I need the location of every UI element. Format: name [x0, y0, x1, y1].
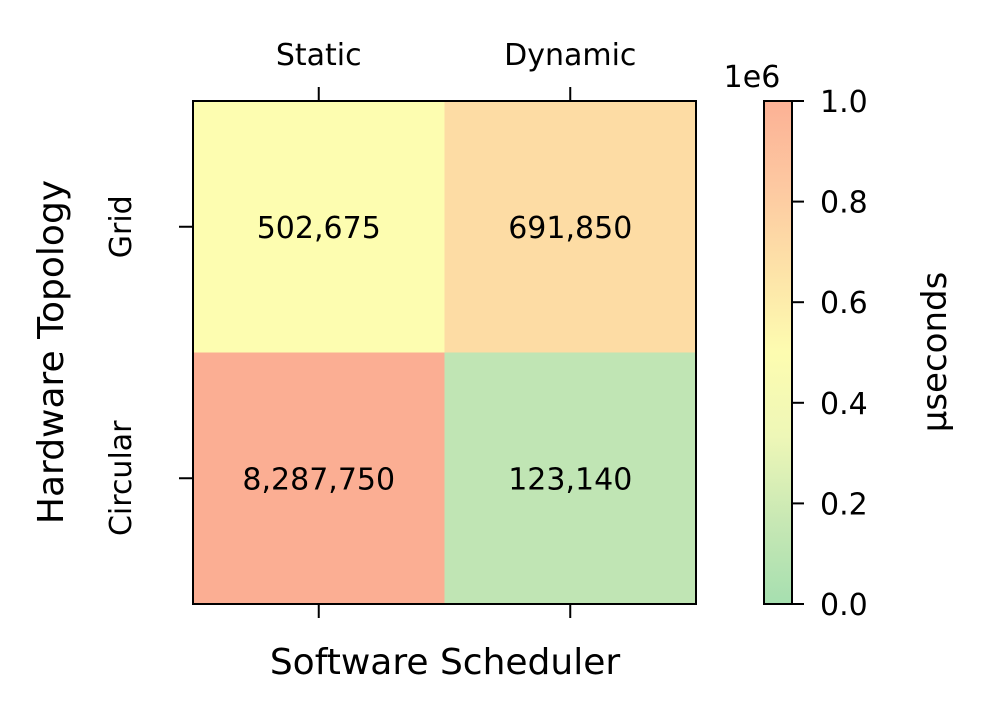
heatmap-cell: [444, 101, 697, 353]
y-axis-title: Hardware Topology: [31, 180, 72, 524]
x-tick-label: Dynamic: [504, 38, 636, 73]
heatmap-cell: [193, 352, 445, 605]
y-axis-ticks: Grid Circular: [104, 195, 193, 536]
colorbar-title: μseconds: [915, 272, 955, 433]
x-axis-ticks: Static Dynamic: [276, 38, 636, 618]
colorbar-tick-label: 0.2: [820, 487, 868, 522]
colorbar-scale-label: 1e6: [724, 60, 781, 95]
colorbar-tick-label: 0.6: [820, 286, 868, 321]
x-axis-title: Software Scheduler: [270, 642, 621, 683]
colorbar-ticks: 0.0 0.2 0.4 0.6 0.8 1.0: [792, 85, 868, 623]
x-tick-label: Static: [276, 38, 362, 73]
y-tick-label: Grid: [104, 195, 139, 258]
colorbar-tick-label: 0.4: [820, 387, 868, 422]
colorbar-tick-label: 0.0: [820, 588, 868, 623]
heatmap-cells: 502,675 691,850 8,287,750 123,140: [193, 101, 697, 605]
y-tick-label: Circular: [104, 420, 139, 536]
heatmap-cell: [193, 101, 445, 353]
colorbar-frame: [763, 100, 793, 605]
heatmap-frame: [192, 100, 697, 605]
cell-value-label: 123,140: [508, 462, 632, 497]
colorbar-tick-label: 0.8: [820, 186, 868, 221]
colorbar-tick-label: 1.0: [820, 85, 868, 120]
cell-value-label: 691,850: [508, 211, 632, 246]
cell-value-label: 8,287,750: [242, 462, 395, 497]
cell-value-label: 502,675: [257, 211, 381, 246]
heatmap-cell: [444, 352, 697, 605]
colorbar-gradient: [764, 101, 792, 604]
